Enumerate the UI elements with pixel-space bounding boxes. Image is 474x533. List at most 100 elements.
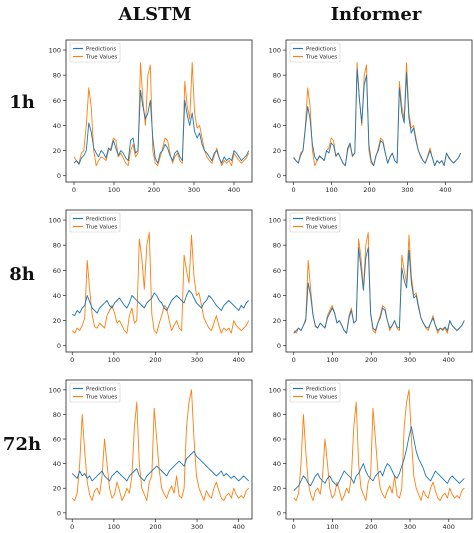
x-tick-label: 0 xyxy=(292,186,296,194)
legend-label-true: True Values xyxy=(305,55,338,61)
y-tick-label: 80 xyxy=(273,242,281,250)
x-tick-label: 300 xyxy=(188,186,200,194)
series-predictions-line xyxy=(293,426,465,492)
x-tick-label: 0 xyxy=(292,523,296,531)
legend-box xyxy=(289,42,341,63)
row-label-72h: 72h xyxy=(2,434,42,455)
y-tick-label: 60 xyxy=(53,267,61,275)
y-tick-label: 20 xyxy=(273,147,281,155)
series-predictions-line xyxy=(73,89,250,165)
chart-alstm-8h: 0 20 40 60 80 100 0 100 200 300 400 Predictions True… xyxy=(49,209,253,364)
legend-label-true: True Values xyxy=(85,225,118,231)
y-tick-label: 20 xyxy=(273,485,281,493)
x-tick-label: 200 xyxy=(148,186,160,194)
y-tick-label: 80 xyxy=(53,411,61,419)
series-predictions-line xyxy=(293,247,465,334)
chart-alstm-72h: 0 20 40 60 80 100 0 100 200 300 400 Predictions True… xyxy=(49,379,253,531)
legend-label-true: True Values xyxy=(85,395,118,401)
legend-label-true: True Values xyxy=(305,395,338,401)
y-tick-label: 60 xyxy=(53,436,61,444)
y-tick-label: 20 xyxy=(273,317,281,325)
x-tick-label: 100 xyxy=(108,523,120,531)
x-tick-label: 200 xyxy=(365,523,377,531)
x-tick-label: 400 xyxy=(443,523,455,531)
y-tick-label: 20 xyxy=(53,317,61,325)
x-tick-label: 400 xyxy=(228,186,240,194)
x-tick-label: 100 xyxy=(325,186,337,194)
x-tick-label: 200 xyxy=(149,523,161,531)
chart-informer-1h: 0 20 40 60 80 100 0 100 200 300 400 Predictions True… xyxy=(269,39,473,194)
y-tick-label: 100 xyxy=(269,47,281,55)
y-tick-label: 0 xyxy=(57,342,61,350)
y-tick-label: 100 xyxy=(49,47,61,55)
x-tick-label: 300 xyxy=(191,356,203,364)
legend-label-true: True Values xyxy=(305,225,338,231)
y-tick-label: 40 xyxy=(273,292,281,300)
legend-label-pred: Predictions xyxy=(306,387,336,393)
x-tick-label: 400 xyxy=(232,356,244,364)
series-predictions-line xyxy=(71,450,250,482)
series-predictions-line xyxy=(71,289,250,317)
y-tick-label: 60 xyxy=(53,97,61,105)
x-tick-label: 0 xyxy=(72,186,76,194)
column-title-alstm: ALSTM xyxy=(118,4,192,25)
row-label-8h: 8h xyxy=(9,264,35,285)
x-tick-label: 0 xyxy=(70,356,74,364)
x-tick-label: 300 xyxy=(401,186,413,194)
y-tick-label: 100 xyxy=(269,386,281,394)
y-tick-label: 40 xyxy=(53,460,61,468)
plot-frame xyxy=(285,39,473,183)
legend-label-pred: Predictions xyxy=(86,47,116,53)
legend-label-pred: Predictions xyxy=(306,47,336,53)
y-tick-label: 40 xyxy=(53,122,61,130)
series-predictions-line xyxy=(293,68,462,167)
x-tick-label: 100 xyxy=(108,356,120,364)
chart-informer-8h: 0 20 40 60 80 100 0 100 200 300 400 Predictions True… xyxy=(269,209,473,364)
x-tick-label: 300 xyxy=(404,356,416,364)
y-tick-label: 0 xyxy=(277,342,281,350)
y-tick-label: 20 xyxy=(53,147,61,155)
y-tick-label: 60 xyxy=(273,97,281,105)
x-tick-label: 300 xyxy=(191,523,203,531)
x-tick-label: 400 xyxy=(439,186,451,194)
x-tick-label: 300 xyxy=(404,523,416,531)
legend-box xyxy=(69,212,121,233)
y-tick-label: 40 xyxy=(273,460,281,468)
x-tick-label: 200 xyxy=(365,356,377,364)
legend-label-pred: Predictions xyxy=(86,387,116,393)
series-true-values-line xyxy=(71,232,250,334)
chart-alstm-1h: 0 20 40 60 80 100 0 100 200 300 400 Predictions True… xyxy=(49,39,253,194)
legend-label-true: True Values xyxy=(85,55,118,61)
legend-label-pred: Predictions xyxy=(86,217,116,223)
y-tick-label: 0 xyxy=(57,172,61,180)
y-tick-label: 60 xyxy=(273,436,281,444)
y-tick-label: 80 xyxy=(273,411,281,419)
y-tick-label: 80 xyxy=(273,72,281,80)
series-true-values-line xyxy=(71,389,250,501)
chart-informer-72h: 0 20 40 60 80 100 0 100 200 300 400 Predictions True… xyxy=(269,379,473,531)
legend-box xyxy=(69,42,121,63)
x-tick-label: 0 xyxy=(292,356,296,364)
x-tick-label: 200 xyxy=(149,356,161,364)
y-tick-label: 0 xyxy=(277,172,281,180)
x-tick-label: 0 xyxy=(70,523,74,531)
legend-box xyxy=(289,212,341,233)
y-tick-label: 0 xyxy=(277,509,281,517)
y-tick-label: 100 xyxy=(49,217,61,225)
y-tick-label: 40 xyxy=(53,292,61,300)
row-label-1h: 1h xyxy=(9,92,35,113)
y-tick-label: 100 xyxy=(49,386,61,394)
y-tick-label: 100 xyxy=(269,217,281,225)
legend-box xyxy=(289,382,341,403)
x-tick-label: 400 xyxy=(443,356,455,364)
y-tick-label: 40 xyxy=(273,122,281,130)
series-true-values-line xyxy=(293,389,465,501)
legend-box xyxy=(69,382,121,403)
x-tick-label: 400 xyxy=(232,523,244,531)
x-tick-label: 200 xyxy=(363,186,375,194)
column-title-informer: Informer xyxy=(330,4,422,25)
x-tick-label: 100 xyxy=(108,186,120,194)
y-tick-label: 80 xyxy=(53,242,61,250)
x-tick-label: 100 xyxy=(326,523,338,531)
y-tick-label: 20 xyxy=(53,485,61,493)
